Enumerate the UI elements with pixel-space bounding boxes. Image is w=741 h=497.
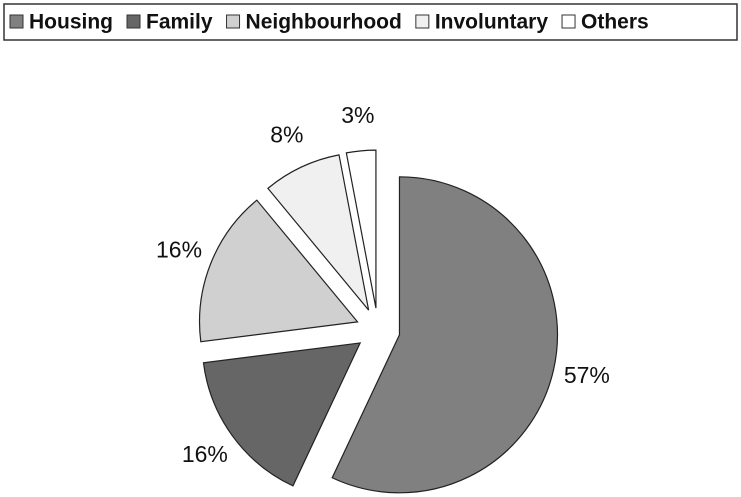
data-label: 57% bbox=[564, 362, 610, 388]
pie-slice bbox=[345, 149, 377, 309]
legend-label: Housing bbox=[29, 11, 113, 34]
pie-slice bbox=[331, 176, 559, 494]
data-label: 16% bbox=[182, 441, 228, 467]
legend-swatch bbox=[561, 14, 576, 29]
pie-slice bbox=[202, 342, 362, 487]
data-label: 16% bbox=[156, 236, 202, 262]
legend-swatch bbox=[126, 14, 141, 29]
legend-box bbox=[3, 3, 738, 41]
legend-label: Others bbox=[581, 11, 649, 34]
data-label: 3% bbox=[341, 102, 374, 128]
pie-slice bbox=[267, 154, 370, 311]
legend-swatch bbox=[415, 14, 430, 29]
legend-label: Family bbox=[146, 11, 213, 34]
legend-swatch bbox=[9, 14, 24, 29]
legend-label: Neighbourhood bbox=[246, 11, 402, 34]
pie-slice bbox=[198, 199, 359, 343]
legend-label: Involuntary bbox=[435, 11, 549, 34]
data-label: 8% bbox=[270, 121, 303, 147]
legend-swatch bbox=[226, 14, 241, 29]
